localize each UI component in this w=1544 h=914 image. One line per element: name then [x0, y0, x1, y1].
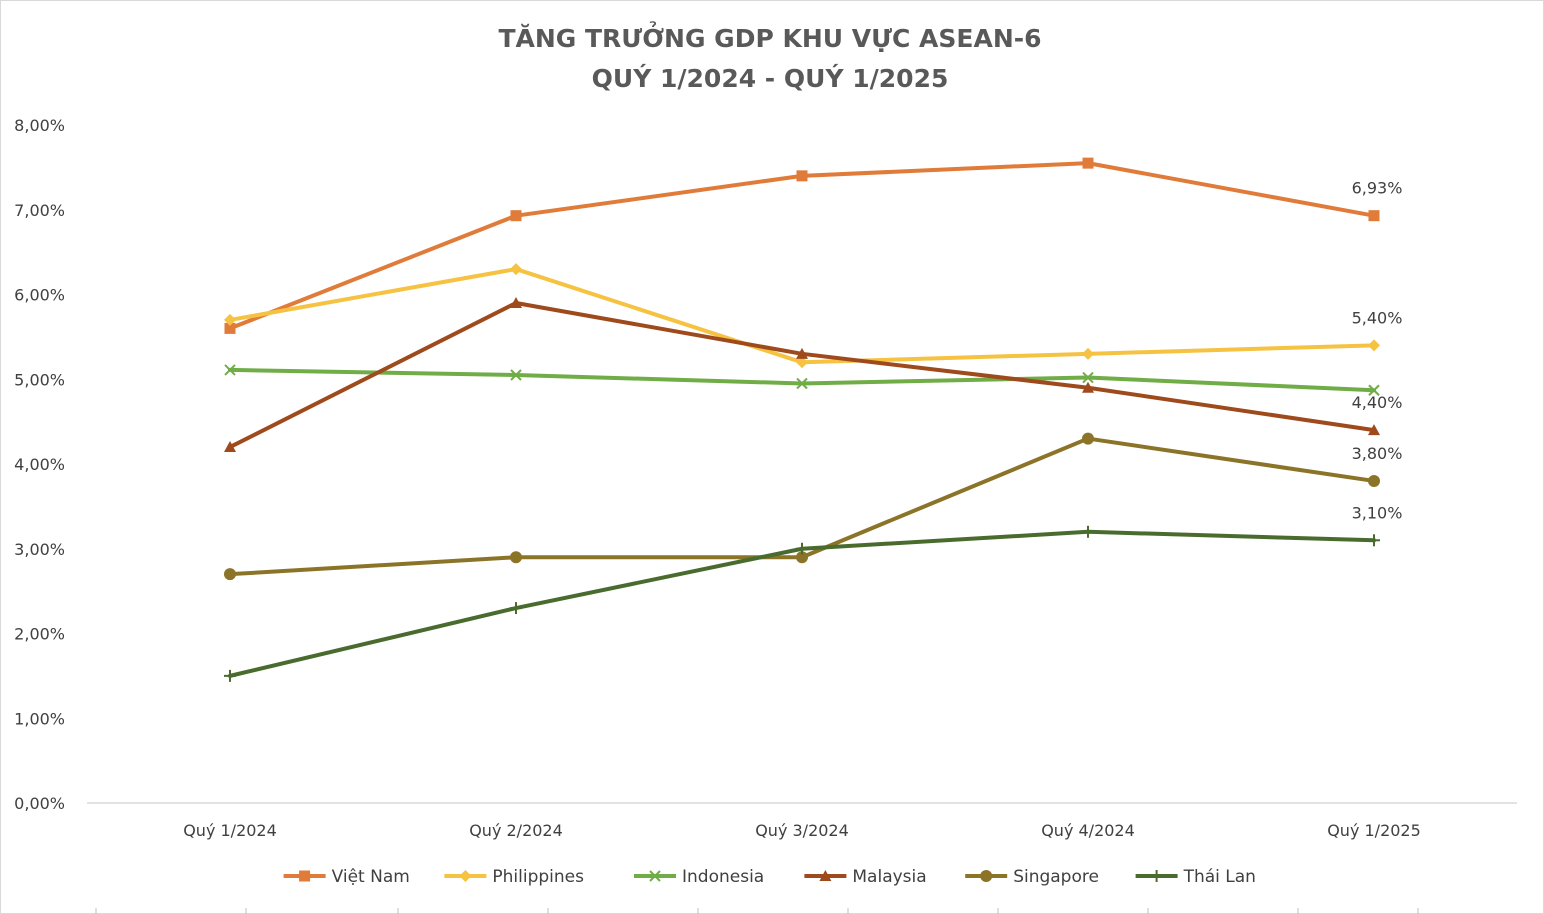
legend-item-malaysia: Malaysia — [804, 867, 927, 887]
data-point-malaysia — [1368, 424, 1380, 436]
data-label-philippines: 5,40% — [1352, 308, 1403, 327]
data-point-singapore — [1368, 474, 1380, 487]
series-singapore — [224, 432, 1380, 581]
data-point-singapore — [796, 551, 808, 564]
legend-item-indonesia: Indonesia — [634, 867, 764, 887]
data-point-philippines — [796, 356, 808, 369]
data-point-indonesia — [224, 364, 236, 376]
legend-label-philippines: Philippines — [492, 867, 584, 887]
data-point-singapore — [510, 551, 522, 564]
y-tick-label: 8,00% — [14, 116, 65, 135]
legend-item-viet-nam: Việt Nam — [283, 867, 410, 887]
data-point-singapore — [224, 568, 236, 581]
legend-item-thai-lan: Thái Lan — [1135, 867, 1256, 887]
data-point-indonesia — [510, 369, 522, 381]
legend-label-singapore: Singapore — [1013, 867, 1099, 887]
data-point-thai-lan — [1368, 534, 1380, 547]
y-tick-label: 5,00% — [14, 370, 65, 389]
data-label-singapore: 3,80% — [1352, 444, 1403, 463]
legend-label-viet-nam: Việt Nam — [332, 867, 410, 887]
x-axis: Quý 1/2024 Quý 2/2024 Quý 3/2024 Quý 4/2024… — [183, 821, 1421, 840]
y-tick-label: 6,00% — [14, 286, 65, 305]
data-point-philippines — [224, 313, 236, 326]
data-point-indonesia — [1368, 384, 1380, 396]
data-point-viet-nam — [796, 170, 808, 182]
data-point-indonesia — [1082, 371, 1094, 384]
series-malaysia — [224, 296, 1380, 453]
y-tick-label: 4,00% — [14, 455, 65, 474]
x-tick-label: Quý 3/2024 — [755, 821, 849, 840]
data-point-malaysia — [796, 347, 808, 359]
data-point-philippines — [510, 263, 522, 276]
x-tick-label: Quý 2/2024 — [469, 821, 563, 840]
data-point-viet-nam — [1082, 157, 1094, 169]
x-tick-label: Quý 4/2024 — [1041, 821, 1135, 840]
series-thai-lan — [224, 525, 1380, 682]
y-axis: 0,00% 1,00% 2,00% 3,00% 4,00% 5,00% 6,00% 7,00%… — [14, 116, 65, 813]
data-point-viet-nam — [224, 322, 236, 334]
data-label-thai-lan: 3,10% — [1352, 503, 1403, 522]
data-point-malaysia — [224, 441, 236, 453]
legend-marker-thai-lan — [1150, 870, 1163, 882]
legend-item-singapore: Singapore — [965, 867, 1099, 887]
legend-marker-viet-nam — [299, 870, 311, 882]
legend-label-thai-lan: Thái Lan — [1183, 867, 1256, 887]
legend-marker-indonesia — [649, 870, 661, 882]
data-point-viet-nam — [1368, 210, 1380, 222]
data-point-philippines — [1368, 339, 1380, 352]
legend-label-indonesia: Indonesia — [682, 867, 764, 887]
data-point-thai-lan — [1082, 525, 1094, 538]
data-point-philippines — [1082, 347, 1094, 360]
data-point-thai-lan — [224, 669, 236, 682]
data-point-thai-lan — [510, 602, 522, 615]
chart-subtitle: QUÝ 1/2024 - QUÝ 1/2025 — [592, 63, 949, 93]
legend: Việt Nam Philippines Indonesia Malaysia Sing… — [283, 867, 1256, 887]
legend-label-malaysia: Malaysia — [852, 867, 926, 887]
legend-marker-singapore — [980, 870, 993, 882]
legend-marker-philippines — [459, 870, 472, 882]
bottom-edge-ticks — [95, 908, 1419, 914]
y-tick-label: 2,00% — [14, 625, 65, 644]
data-labels: 6,93% 5,40% 4,40% 3,80% 3,10% — [1352, 179, 1403, 523]
data-label-viet-nam: 6,93% — [1352, 179, 1403, 198]
data-label-malaysia: 4,40% — [1352, 393, 1403, 412]
chart-title: TĂNG TRƯỞNG GDP KHU VỰC ASEAN-6 — [498, 20, 1041, 53]
legend-marker-malaysia — [819, 870, 832, 881]
x-tick-label: Quý 1/2024 — [183, 821, 277, 840]
data-point-viet-nam — [510, 210, 522, 222]
y-tick-label: 7,00% — [14, 201, 65, 220]
data-point-malaysia — [1082, 381, 1094, 393]
data-point-malaysia — [510, 296, 522, 308]
x-tick-label: Quý 1/2025 — [1327, 821, 1421, 840]
data-point-singapore — [1082, 432, 1094, 445]
y-tick-label: 1,00% — [14, 709, 65, 728]
data-point-thai-lan — [796, 542, 808, 555]
series-indonesia — [224, 364, 1380, 396]
series-viet-nam — [224, 157, 1380, 334]
series-layer — [224, 157, 1380, 682]
data-point-indonesia — [796, 377, 808, 390]
legend-item-philippines: Philippines — [444, 867, 584, 887]
series-philippines — [224, 263, 1380, 369]
y-tick-label: 0,00% — [14, 794, 65, 813]
y-tick-label: 3,00% — [14, 540, 65, 559]
